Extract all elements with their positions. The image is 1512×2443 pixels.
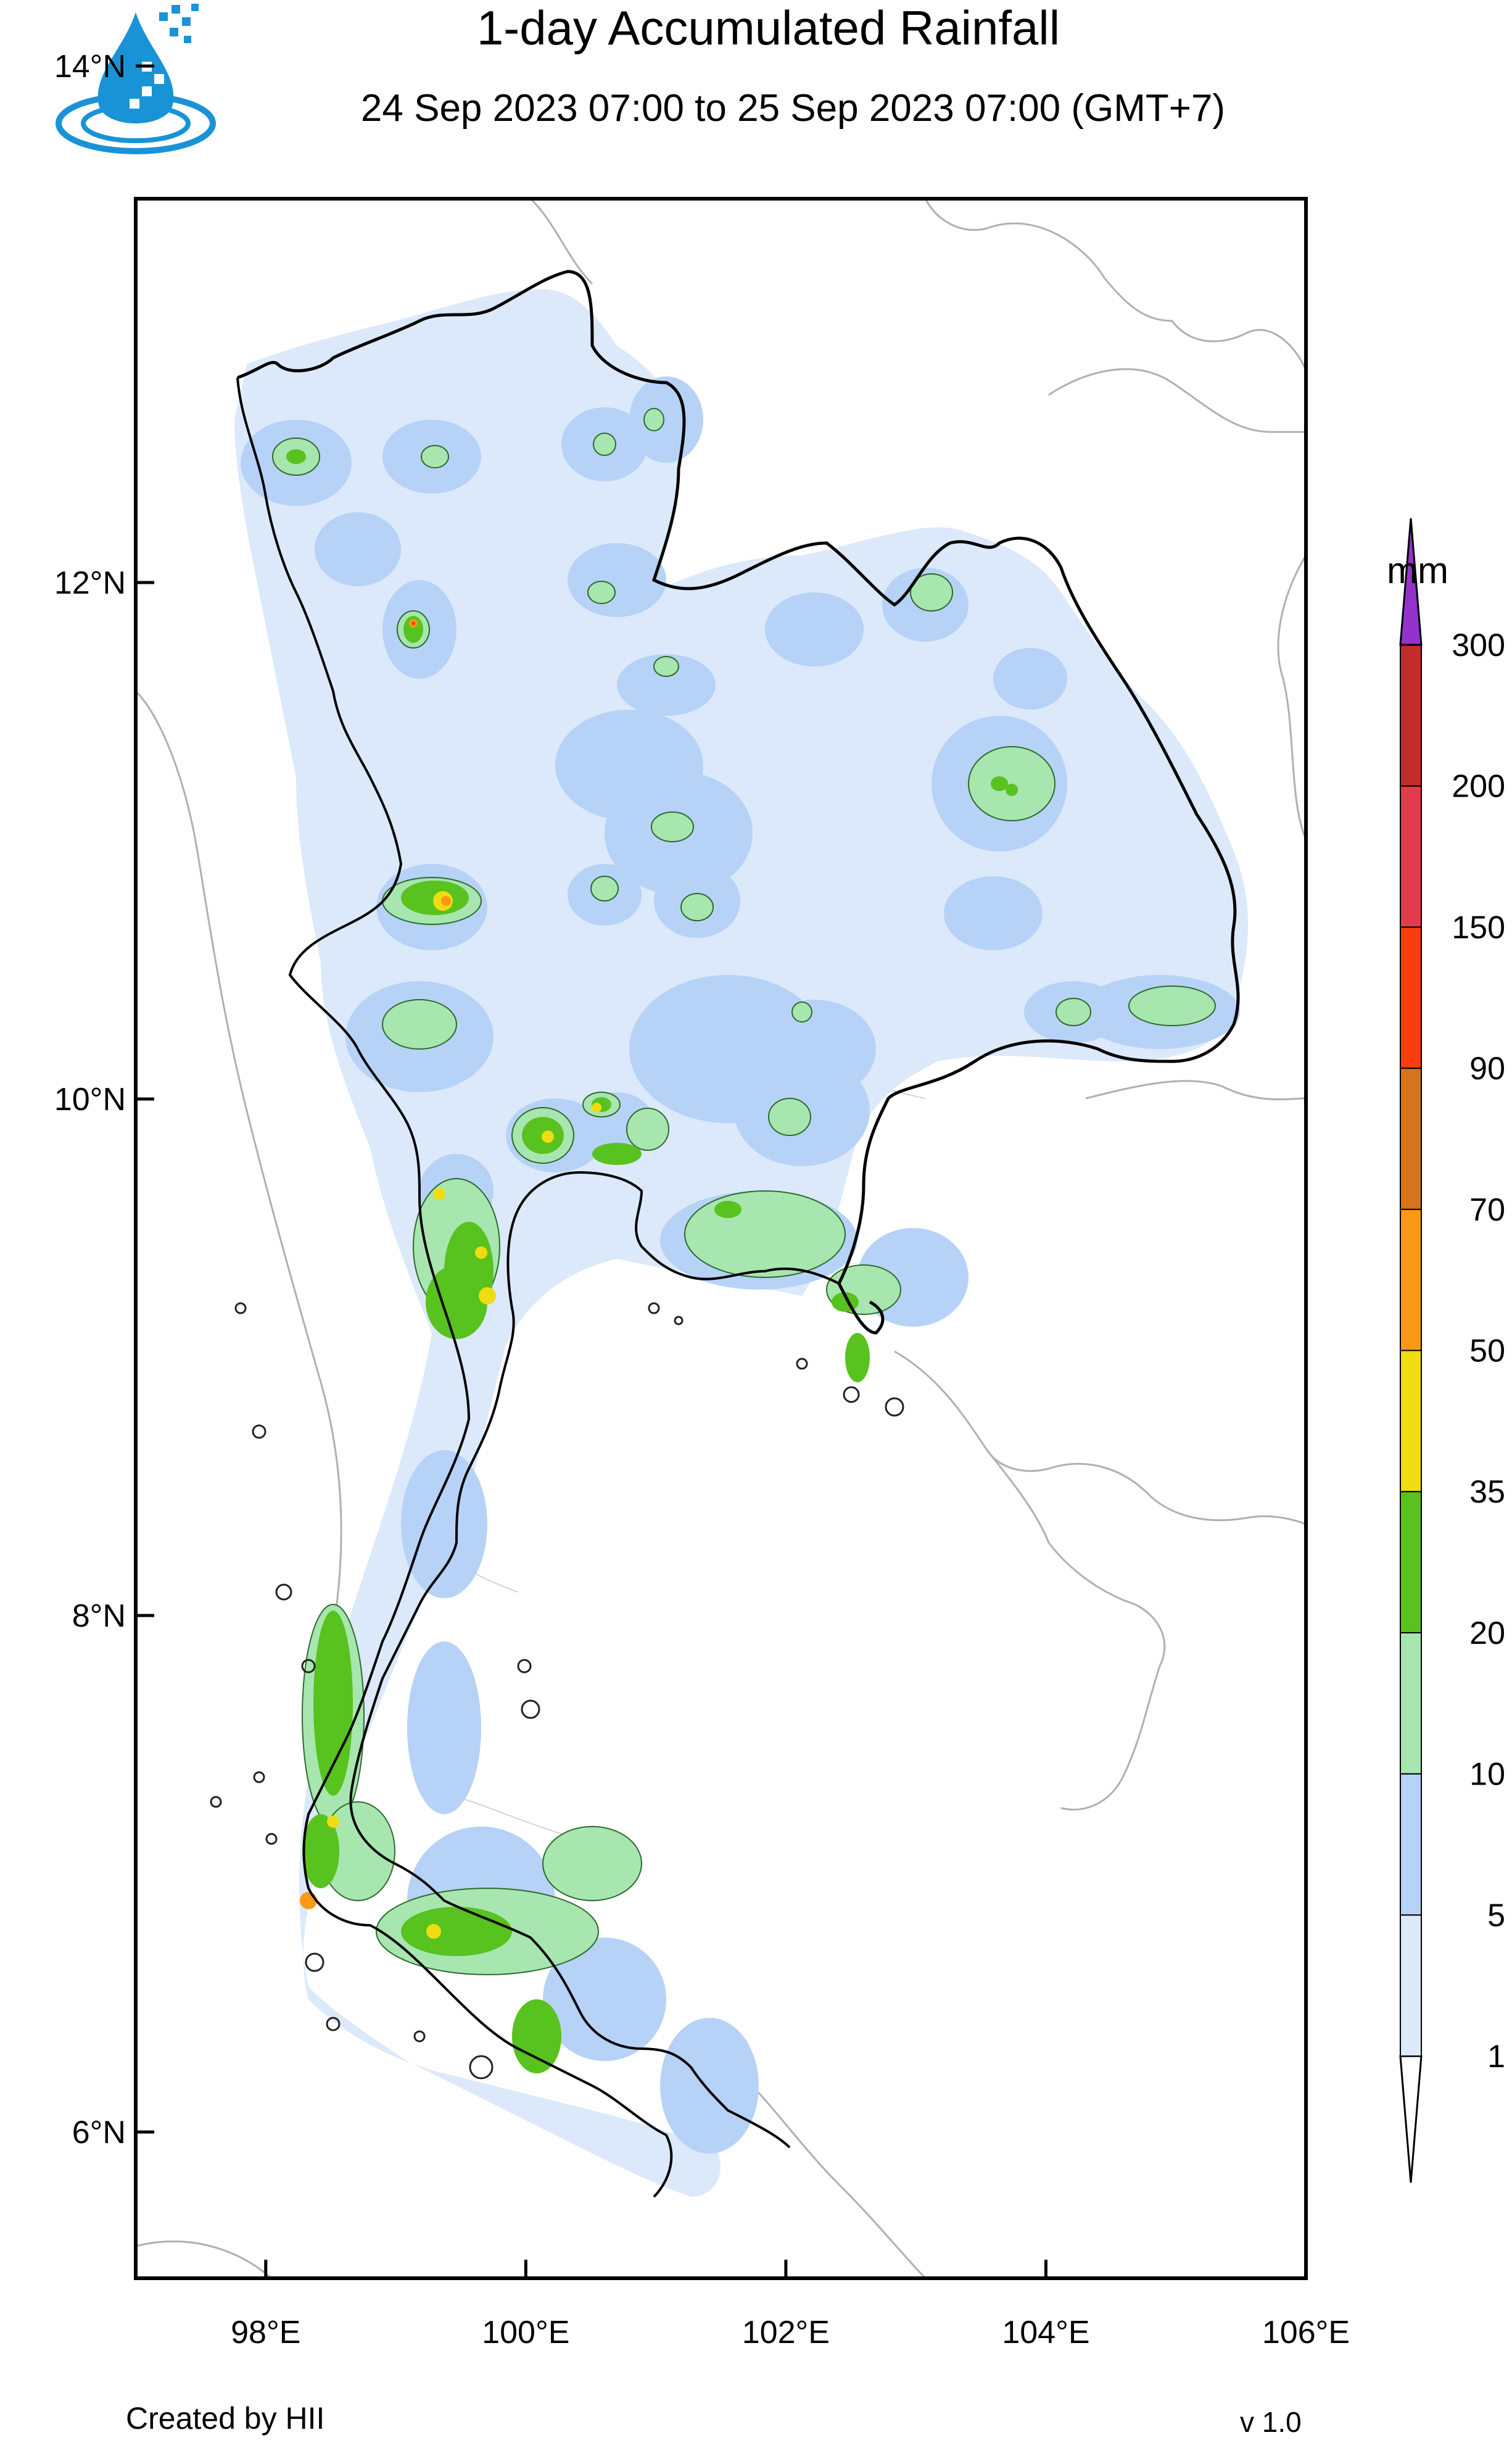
x-tick-label: 98°E <box>231 2315 300 2350</box>
y-tick-label: 6°N <box>72 2115 126 2151</box>
colorbar-label: 150 <box>1452 910 1505 945</box>
islands <box>210 1302 904 2080</box>
colorbar-box <box>1400 1208 1422 1351</box>
colorbar-label: 1 <box>1487 2039 1505 2075</box>
colorbar-upper-triangle <box>1399 518 1423 646</box>
x-tick-label: 104°E <box>1002 2315 1089 2350</box>
colorbar-box <box>1400 1491 1422 1633</box>
y-tick-label: 10°N <box>54 1082 126 1118</box>
andaman-coast <box>236 377 673 2198</box>
gulf-coast-east <box>349 1171 840 2149</box>
colorbar-box <box>1400 1773 1422 1916</box>
colorbar-label: 200 <box>1452 769 1505 805</box>
colorbar-box <box>1400 1350 1422 1493</box>
thailand-border <box>237 270 1240 1335</box>
colorbar-box <box>1400 926 1422 1069</box>
legend-unit: mm <box>1387 550 1448 591</box>
colorbar-label: 20 <box>1469 1616 1505 1651</box>
chart-title: 1-day Accumulated Rainfall <box>476 1 1060 55</box>
colorbar-label: 50 <box>1469 1333 1505 1369</box>
colorbar-box <box>1400 1914 1422 2057</box>
credit-text: Created by HII <box>126 2401 325 2436</box>
y-tick-label: 12°N <box>54 565 126 601</box>
chart-subtitle: 24 Sep 2023 07:00 to 25 Sep 2023 07:00 (… <box>360 87 1226 130</box>
colorbar-lower-triangle <box>1399 2055 1423 2183</box>
rainfall-shading <box>234 289 1249 2197</box>
y-tick-label: 8°N <box>72 1598 126 1634</box>
colorbar-label: 5 <box>1487 1898 1505 1933</box>
map-layers <box>136 199 1306 2278</box>
colorbar-box <box>1400 1632 1422 1775</box>
y-tick-label: 14°N <box>54 49 126 85</box>
colorbar-box <box>1400 785 1422 928</box>
colorbar-label: 300 <box>1452 628 1505 663</box>
colorbar-label: 35 <box>1469 1474 1505 1510</box>
colorbar-box <box>1400 644 1422 787</box>
neighbour-borders <box>136 199 1306 2278</box>
map-frame <box>134 197 1308 2280</box>
colorbar-label: 70 <box>1469 1192 1505 1228</box>
colorbar-label: 90 <box>1469 1051 1505 1087</box>
version-text: v 1.0 <box>1240 2406 1302 2438</box>
y-axis: 20°N18°N16°N14°N12°N10°N8°N6°N <box>54 49 154 2151</box>
colorbar-legend: 1 5 10 20 35 50 70 90 150 200 300 <box>1399 518 1505 2183</box>
x-tick-label: 100°E <box>482 2315 569 2350</box>
x-tick-label: 106°E <box>1262 2315 1350 2350</box>
hii-logo-icon <box>56 4 216 154</box>
colorbar-box <box>1400 1068 1422 1210</box>
colorbar-label: 10 <box>1469 1757 1505 1793</box>
x-tick-label: 102°E <box>742 2315 830 2350</box>
x-axis: 98°E 100°E 102°E 104°E 106°E <box>231 2260 1350 2350</box>
